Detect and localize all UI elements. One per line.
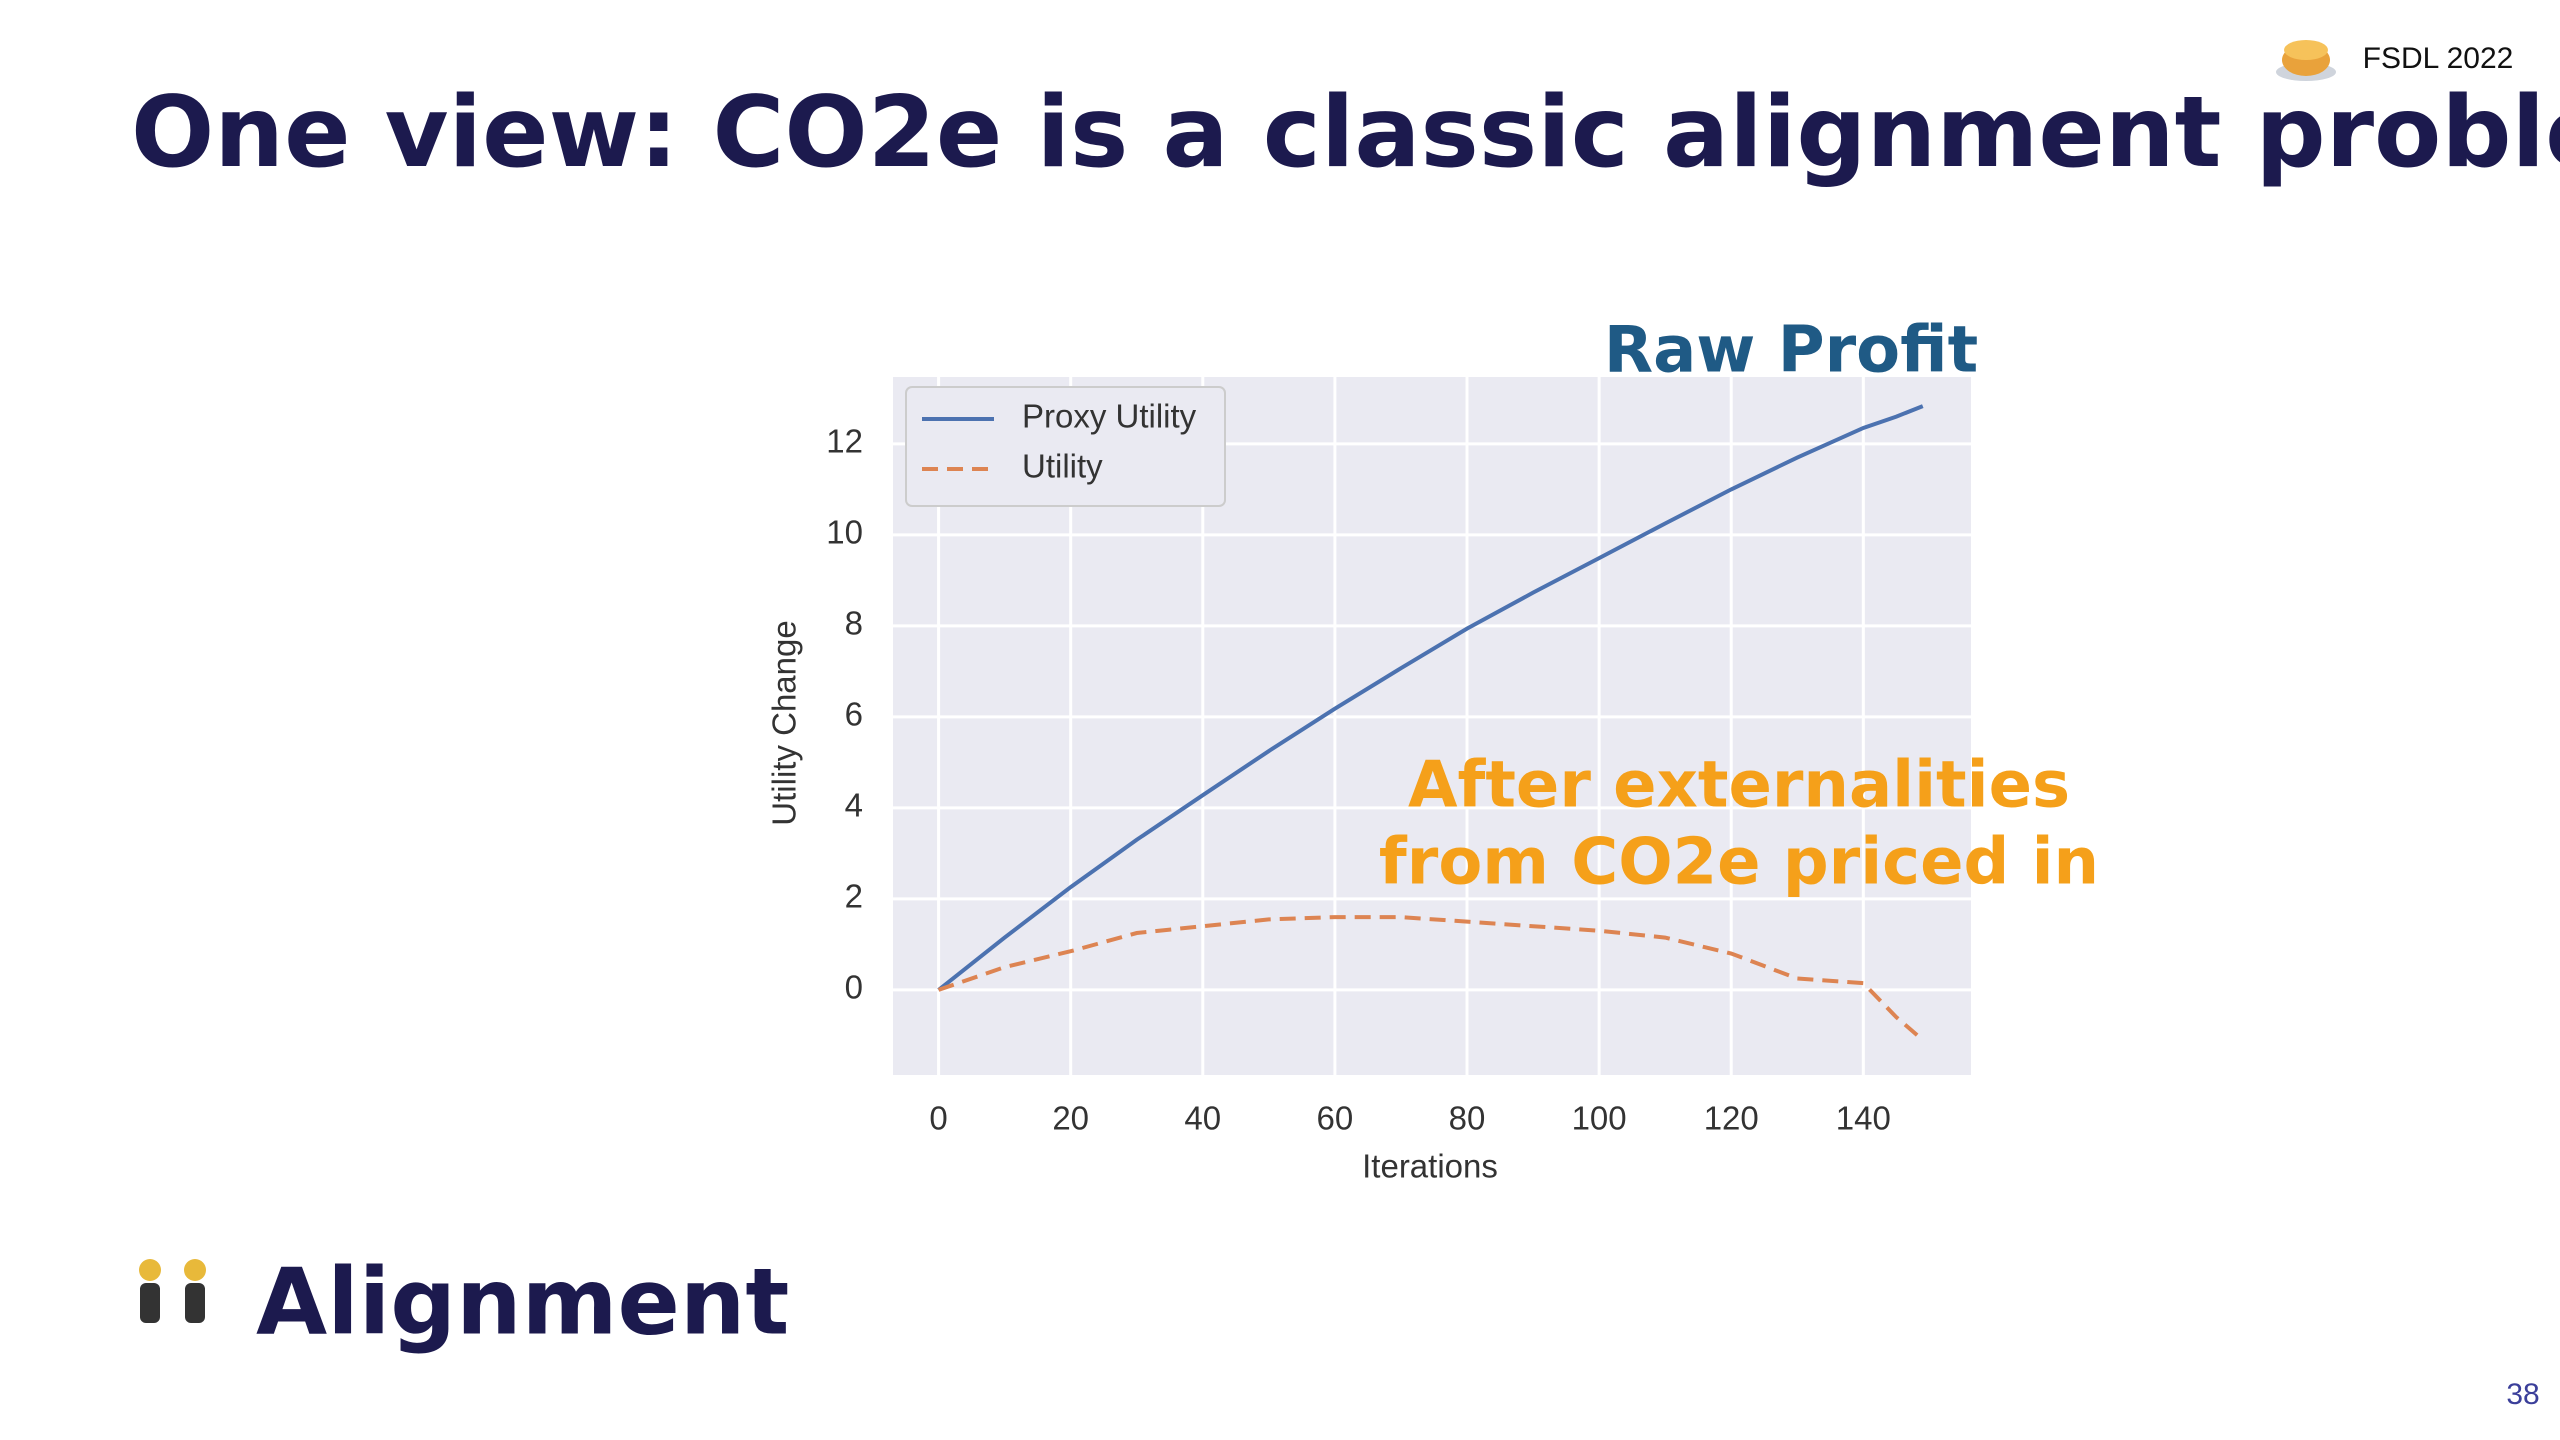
x-tick-label: 0 — [929, 1100, 947, 1137]
dancers-icon — [139, 1259, 206, 1323]
slide-title: One view: CO2e is a classic alignment pr… — [131, 76, 2560, 190]
badge: FSDL 2022 — [2363, 42, 2514, 75]
annotation: from CO2e priced in — [1379, 826, 2099, 900]
y-axis-label: Utility Change — [766, 620, 803, 825]
y-tick-label: 12 — [826, 423, 863, 460]
annotation: After externalities — [1408, 749, 2070, 823]
line-series — [937, 915, 1925, 1042]
y-tick-label: 8 — [845, 605, 863, 642]
legend-box — [905, 386, 1226, 507]
x-tick-label: 100 — [1572, 1100, 1627, 1137]
x-tick-label: 80 — [1449, 1100, 1486, 1137]
legend-label: Utility — [1022, 448, 1103, 485]
x-tick-label: 120 — [1704, 1100, 1759, 1137]
x-tick-label: 40 — [1184, 1100, 1221, 1137]
x-axis-label: Iterations — [1362, 1148, 1498, 1185]
legend-label: Proxy Utility — [1022, 398, 1197, 435]
pancake-icon — [2276, 40, 2336, 81]
line-series — [937, 404, 1924, 992]
y-tick-label: 2 — [845, 878, 863, 915]
y-tick-label: 0 — [845, 969, 863, 1006]
page-number: 38 — [2506, 1378, 2539, 1411]
y-tick-label: 10 — [826, 514, 863, 551]
footer-title: Alignment — [256, 1248, 789, 1355]
y-tick-label: 4 — [845, 787, 863, 824]
x-tick-label: 20 — [1052, 1100, 1089, 1137]
x-tick-label: 140 — [1836, 1100, 1891, 1137]
annotation: Raw Profit — [1604, 314, 1978, 388]
x-tick-label: 60 — [1317, 1100, 1354, 1137]
y-tick-label: 6 — [845, 696, 863, 733]
